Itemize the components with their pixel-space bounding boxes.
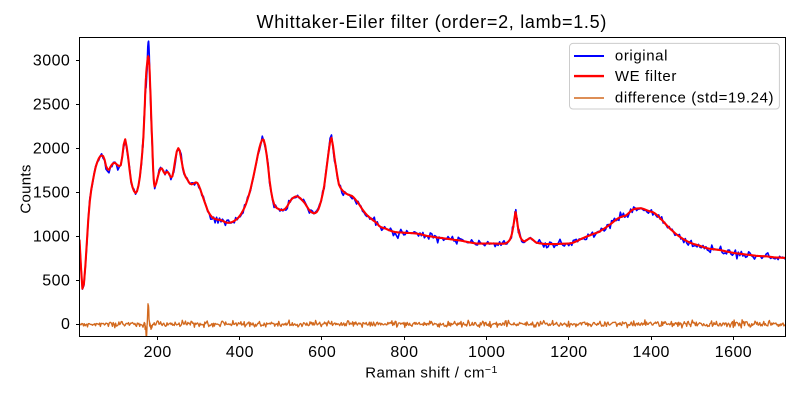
svg-text:Raman shift / cm−1: Raman shift / cm−1 <box>365 364 498 382</box>
svg-text:1000: 1000 <box>468 344 505 361</box>
svg-text:400: 400 <box>226 344 254 361</box>
svg-text:600: 600 <box>308 344 336 361</box>
svg-text:500: 500 <box>42 272 70 289</box>
svg-text:difference (std=19.24): difference (std=19.24) <box>615 90 774 107</box>
svg-text:1500: 1500 <box>33 184 70 201</box>
svg-text:1000: 1000 <box>33 228 70 245</box>
svg-text:original: original <box>615 48 668 65</box>
svg-text:Counts: Counts <box>18 164 35 213</box>
svg-text:WE filter: WE filter <box>615 68 677 85</box>
svg-text:800: 800 <box>390 344 418 361</box>
svg-text:2500: 2500 <box>33 96 70 113</box>
svg-text:1600: 1600 <box>715 344 752 361</box>
svg-text:1200: 1200 <box>550 344 587 361</box>
svg-text:3000: 3000 <box>33 53 70 70</box>
svg-text:Whittaker-Eiler filter (order=: Whittaker-Eiler filter (order=2, lamb=1.… <box>257 12 608 32</box>
svg-text:2000: 2000 <box>33 140 70 157</box>
svg-text:0: 0 <box>61 316 70 333</box>
svg-text:200: 200 <box>144 344 172 361</box>
svg-text:1400: 1400 <box>633 344 670 361</box>
